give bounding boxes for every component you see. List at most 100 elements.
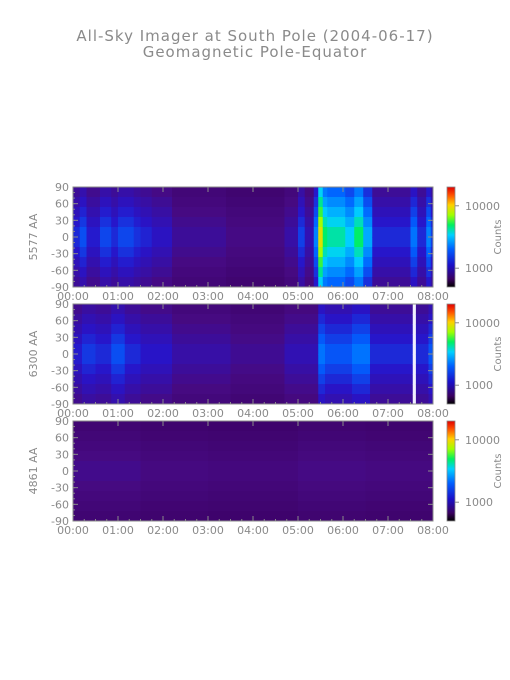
heatmap-cell xyxy=(372,257,411,268)
heatmap-cell xyxy=(284,384,319,395)
heatmap-cell xyxy=(372,187,411,198)
heatmap-cell xyxy=(284,354,319,365)
heatmap-cell xyxy=(345,197,355,208)
heatmap-cell xyxy=(86,267,101,278)
heatmap-cell xyxy=(100,237,112,248)
heatmap-cell xyxy=(100,247,112,258)
heatmap-cell xyxy=(284,267,299,278)
heatmap-cell xyxy=(140,481,209,492)
heatmap-cell xyxy=(372,217,411,228)
heatmap-cell xyxy=(100,267,112,278)
heatmap-cell xyxy=(430,207,434,218)
heatmap-cell xyxy=(415,364,429,375)
heatmap-cell xyxy=(370,354,414,365)
heatmap-cell xyxy=(410,267,418,278)
heatmap-cell xyxy=(417,257,427,268)
heatmap-cell xyxy=(322,207,328,218)
heatmap-cell xyxy=(426,267,432,278)
heatmap-cell xyxy=(124,374,141,385)
x-tick-label: 08:00 xyxy=(417,524,449,537)
heatmap-cell xyxy=(327,207,346,218)
heatmap-cell xyxy=(426,187,432,198)
heatmap-cell xyxy=(370,304,414,315)
heatmap-cell xyxy=(100,227,112,238)
heatmap-cell xyxy=(118,237,135,248)
heatmap-cell xyxy=(140,247,153,258)
heatmap-cell xyxy=(151,237,173,248)
y-axis-label: 4861 AA xyxy=(27,447,40,494)
heatmap-cell xyxy=(428,304,434,315)
heatmap-cell xyxy=(172,187,227,198)
heatmap-cell xyxy=(370,314,414,325)
heatmap-cell xyxy=(325,394,353,405)
heatmap-cell xyxy=(73,207,81,218)
heatmap-cell xyxy=(226,207,285,218)
heatmap-cell xyxy=(363,197,373,208)
heatmap-cell xyxy=(111,334,126,345)
heatmap-cell xyxy=(318,394,326,405)
heatmap-cell xyxy=(363,217,373,228)
heatmap-cell xyxy=(417,267,427,278)
heatmap-cell xyxy=(412,334,417,345)
heatmap-cell xyxy=(318,344,326,355)
heatmap-cell xyxy=(430,277,434,288)
heatmap-cell xyxy=(318,217,324,228)
heatmap-cell xyxy=(226,247,285,258)
heatmap-cell xyxy=(327,237,346,248)
heatmap-cell xyxy=(73,217,81,228)
x-tick-label: 08:00 xyxy=(417,407,449,420)
heatmap-cell xyxy=(172,197,227,208)
heatmap-cell xyxy=(79,247,87,258)
heatmap-cell xyxy=(111,267,119,278)
heatmap-cell xyxy=(140,304,173,315)
heatmap-cell xyxy=(172,314,231,325)
heatmap-cell xyxy=(133,257,141,268)
heatmap-cell xyxy=(95,394,112,405)
heatmap-cell xyxy=(140,511,209,522)
heatmap-cell xyxy=(172,374,231,385)
y-tick-label: -90 xyxy=(51,398,69,411)
heatmap-cell xyxy=(230,394,285,405)
heatmap-cell xyxy=(133,217,141,228)
heatmap-cell xyxy=(363,277,373,288)
heatmap-cell xyxy=(140,227,153,238)
heatmap-cell xyxy=(73,374,83,385)
heatmap-cell xyxy=(415,354,429,365)
heatmap-cell xyxy=(318,354,326,365)
heatmap-cell xyxy=(172,227,227,238)
heatmap-cell xyxy=(298,187,306,198)
heatmap-cell xyxy=(430,257,434,268)
colorbar xyxy=(446,303,456,405)
colorbar xyxy=(446,186,456,288)
heatmap-cell xyxy=(363,257,373,268)
heatmap-cell xyxy=(417,217,427,228)
heatmap-cell xyxy=(417,277,427,288)
x-tick-label: 01:00 xyxy=(102,290,134,303)
heatmap-cell xyxy=(140,217,153,228)
heatmap-cell xyxy=(354,257,364,268)
heatmap-cell xyxy=(133,187,141,198)
heatmap-cell xyxy=(151,207,173,218)
heatmap-cell xyxy=(304,237,315,248)
heatmap-cell xyxy=(111,207,119,218)
y-tick-label: -60 xyxy=(51,264,69,277)
heatmap-cell xyxy=(370,324,414,335)
y-tick-label: 30 xyxy=(55,448,69,461)
heatmap-cell xyxy=(140,431,209,442)
heatmap-cell xyxy=(140,257,153,268)
heatmap-cell xyxy=(322,257,328,268)
heatmap-cell xyxy=(100,207,112,218)
colorbar xyxy=(446,420,456,522)
heatmap-cell xyxy=(354,267,364,278)
heatmap-cell xyxy=(365,421,434,432)
heatmap-cell xyxy=(430,247,434,258)
heatmap-cell xyxy=(140,451,209,462)
heatmap-cell xyxy=(370,334,414,345)
heatmap-cell xyxy=(230,304,285,315)
y-tick-label: -30 xyxy=(51,365,69,378)
heatmap-cell xyxy=(298,471,366,482)
heatmap-cell xyxy=(365,431,434,442)
heatmap-cell xyxy=(352,384,371,395)
heatmap-cell xyxy=(100,187,112,198)
